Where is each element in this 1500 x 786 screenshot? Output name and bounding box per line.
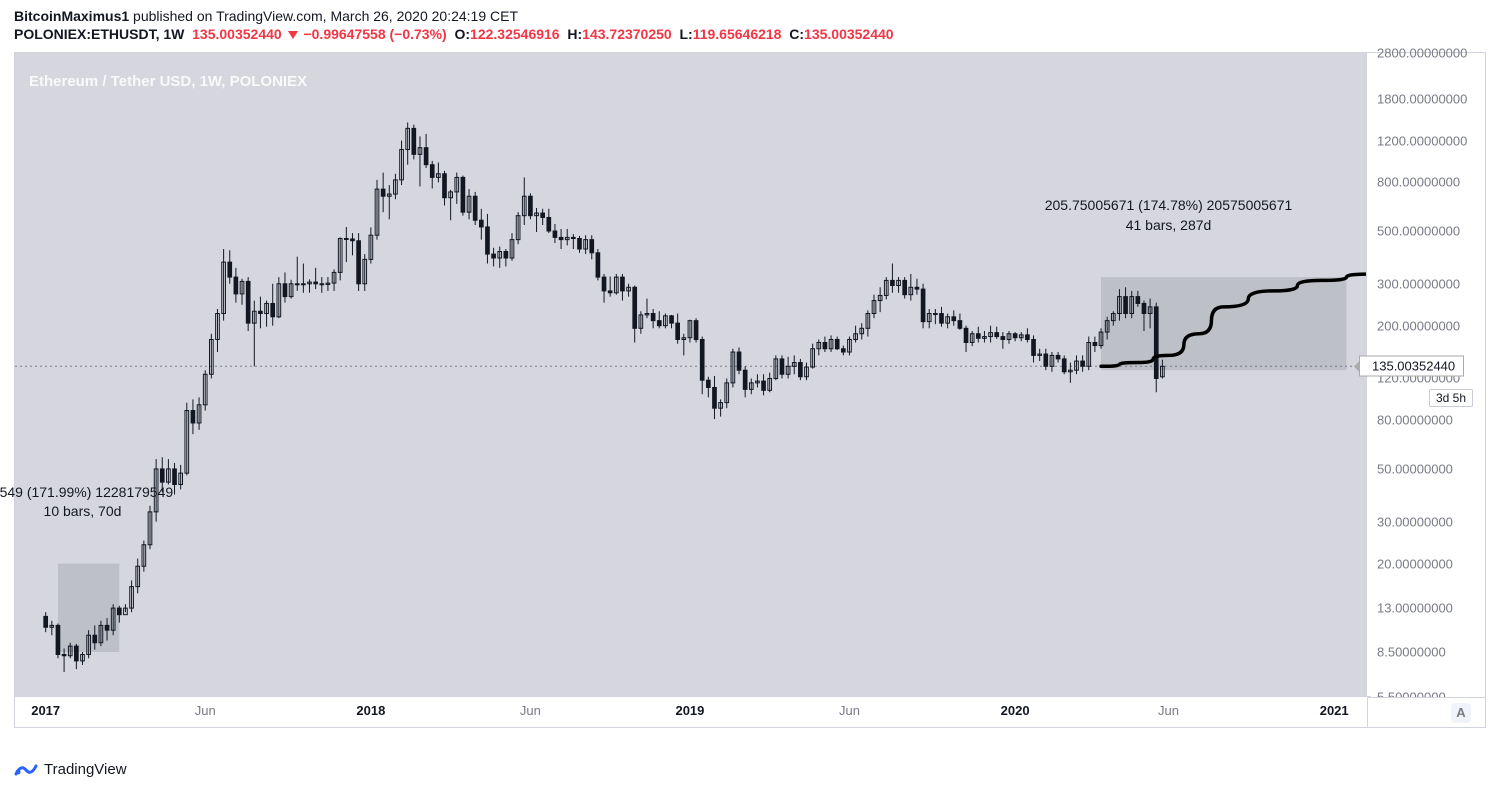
- brand-text: TradingView: [44, 761, 127, 778]
- l-val: 119.65646218: [693, 26, 782, 42]
- time-tick: Jun: [520, 703, 541, 718]
- price-change: −0.99647558 (−0.73%): [303, 26, 446, 42]
- time-tick: 2021: [1320, 703, 1349, 718]
- price-tick: 300.00000000: [1377, 276, 1460, 291]
- price-tick: 8.50000000: [1377, 645, 1446, 660]
- axis-corner: A: [1367, 697, 1485, 727]
- price-axis[interactable]: 2800.000000001800.000000001200.000000008…: [1366, 53, 1485, 697]
- c-val: 135.00352440: [804, 26, 894, 42]
- measurement-annotation: 9549 (171.99%) 122817954910 bars, 70d: [0, 483, 173, 522]
- publish-info: BitcoinMaximus1 published on TradingView…: [14, 8, 1486, 24]
- auto-scale-button[interactable]: A: [1451, 703, 1471, 723]
- price-tick: 1200.00000000: [1377, 133, 1467, 148]
- bar-countdown: 3d 5h: [1429, 389, 1473, 407]
- time-tick: 2017: [31, 703, 60, 718]
- price-tick: 50.00000000: [1377, 461, 1453, 476]
- current-price-tag: 135.00352440: [1359, 356, 1464, 377]
- price-tick: 30.00000000: [1377, 514, 1453, 529]
- time-tick: Jun: [1158, 703, 1179, 718]
- price-down-icon: [288, 31, 298, 39]
- l-label: L:: [679, 26, 692, 42]
- publish-text: published on TradingView.com, March 26, …: [133, 8, 518, 24]
- price-tick: 13.00000000: [1377, 601, 1453, 616]
- price-tick: 20.00000000: [1377, 556, 1453, 571]
- price-tick: 2800.00000000: [1377, 46, 1467, 61]
- chart-header: BitcoinMaximus1 published on TradingView…: [0, 0, 1500, 46]
- symbol-line: POLONIEX:ETHUSDT, 1W 135.00352440 −0.996…: [14, 26, 1486, 42]
- time-tick: 2019: [675, 703, 704, 718]
- price-tick: 500.00000000: [1377, 224, 1460, 239]
- candlestick-chart: [15, 53, 1371, 697]
- price-tick: 200.00000000: [1377, 318, 1460, 333]
- last-price: 135.00352440: [192, 26, 282, 42]
- time-tick: Jun: [839, 703, 860, 718]
- time-tick: 2020: [1001, 703, 1030, 718]
- h-label: H:: [567, 26, 582, 42]
- tradingview-logo-icon: [14, 760, 38, 778]
- symbol: POLONIEX:ETHUSDT, 1W: [14, 26, 184, 42]
- time-tick: Jun: [195, 703, 216, 718]
- plot-area[interactable]: Ethereum / Tether USD, 1W, POLONIEX 9549…: [15, 53, 1371, 697]
- measurement-annotation: 205.75005671 (174.78%) 2057500567141 bar…: [1045, 196, 1293, 235]
- o-label: O:: [454, 26, 470, 42]
- price-tick: 1800.00000000: [1377, 91, 1467, 106]
- chart-container[interactable]: Ethereum / Tether USD, 1W, POLONIEX 9549…: [14, 52, 1486, 728]
- price-tick: 800.00000000: [1377, 175, 1460, 190]
- time-tick: 2018: [356, 703, 385, 718]
- c-label: C:: [789, 26, 804, 42]
- author-name: BitcoinMaximus1: [14, 8, 129, 24]
- time-axis[interactable]: 2017 Jun 2018 Jun 2019 Jun 2020 Jun 2021: [15, 696, 1371, 727]
- h-val: 143.72370250: [582, 26, 672, 42]
- o-val: 122.32546916: [470, 26, 560, 42]
- price-tick: 80.00000000: [1377, 413, 1453, 428]
- footer: TradingView: [14, 760, 127, 778]
